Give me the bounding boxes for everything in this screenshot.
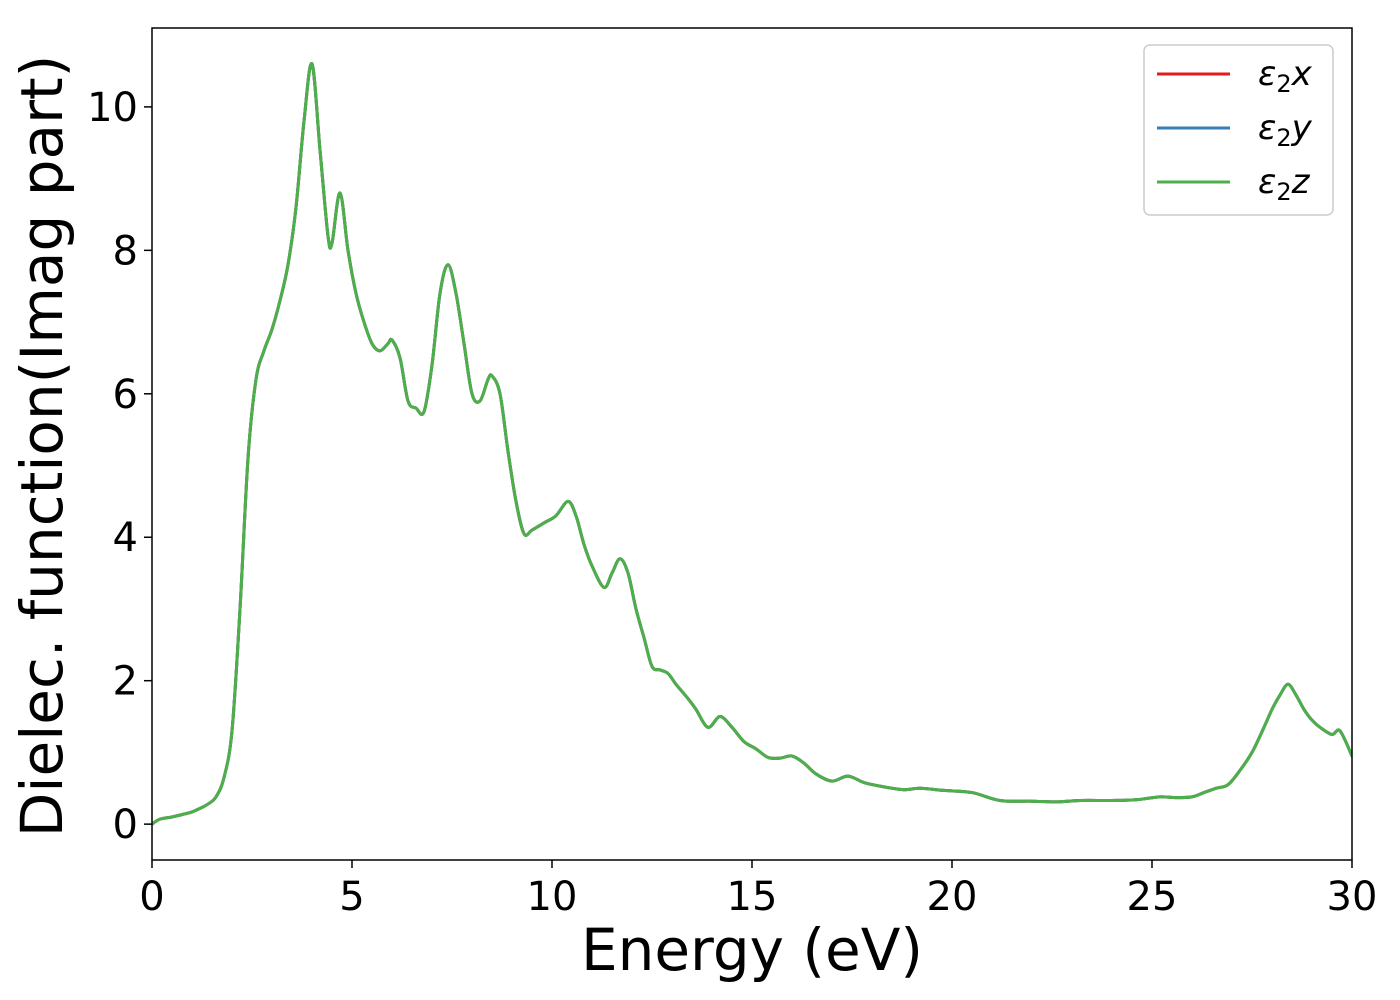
x-axis: 0 5 10 15 20 25 30 (139, 860, 1377, 920)
legend-box (1143, 44, 1334, 216)
x-tick-label: 25 (1127, 874, 1178, 920)
y-tick-label: 8 (113, 228, 138, 274)
legend: ε2x ε2y ε2z (1143, 44, 1334, 216)
series-layer (152, 62, 1352, 826)
x-tick-label: 5 (339, 874, 364, 920)
legend-label-x: ε2x (1258, 54, 1313, 98)
legend-label-z: ε2z (1258, 162, 1311, 206)
y-axis-title: Dielec. function(Imag part) (8, 55, 76, 838)
x-axis-title: Energy (eV) (581, 916, 923, 984)
x-tick-label: 20 (927, 874, 978, 920)
x-tick-label: 10 (527, 874, 578, 920)
y-tick-label: 6 (113, 372, 138, 418)
y-tick-label: 2 (113, 659, 138, 705)
y-axis: 0 2 4 6 8 10 (87, 85, 152, 848)
x-tick-label: 30 (1327, 874, 1378, 920)
x-tick-label: 15 (727, 874, 778, 920)
y-tick-label: 4 (113, 515, 138, 561)
x-tick-label: 0 (139, 874, 164, 920)
series-line-z (152, 62, 1352, 826)
y-tick-label: 0 (113, 802, 138, 848)
y-tick-label: 10 (87, 85, 138, 131)
legend-label-y: ε2y (1258, 108, 1313, 152)
